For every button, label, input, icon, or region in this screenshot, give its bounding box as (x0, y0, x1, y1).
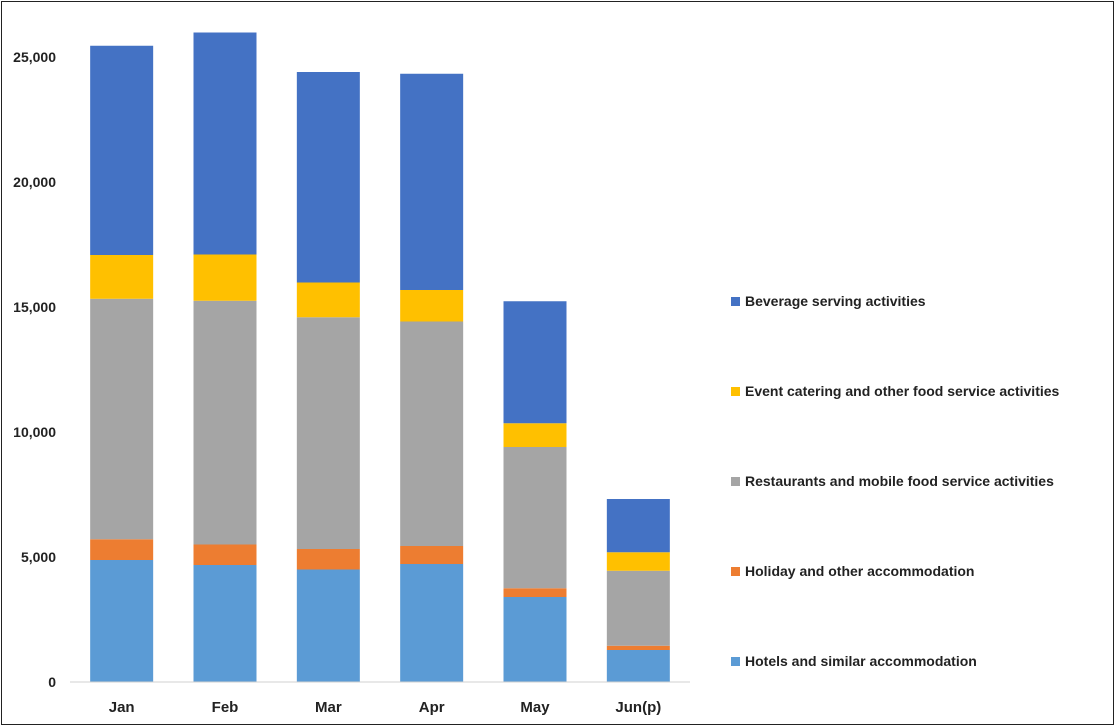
bar-segment (400, 546, 464, 564)
legend-swatch (731, 387, 740, 396)
bar-segment (90, 560, 154, 682)
bar-stack-feb (193, 32, 257, 682)
legend-swatch (731, 477, 740, 486)
bars (90, 32, 670, 682)
x-tick-label: Jun(p) (615, 699, 661, 716)
y-tick-label: 20,000 (13, 174, 56, 190)
y-tick-label: 15,000 (13, 299, 56, 315)
bar-segment (606, 570, 670, 646)
bar-segment (400, 564, 464, 682)
legend-label: Event catering and other food service ac… (745, 383, 1060, 399)
x-tick-label: Apr (419, 699, 445, 716)
y-tick-label: 0 (48, 674, 56, 690)
bar-segment (606, 650, 670, 682)
bar-stack-may (503, 301, 567, 682)
bar-segment (90, 45, 154, 255)
bar-segment (296, 569, 360, 682)
bar-segment (296, 72, 360, 283)
bar-stack-jan (90, 45, 154, 682)
bar-segment (503, 597, 567, 682)
legend-swatch (731, 297, 740, 306)
bar-segment (90, 539, 154, 560)
x-tick-label: Feb (212, 699, 239, 716)
bar-segment (400, 73, 464, 290)
bar-segment (606, 552, 670, 571)
bar-segment (193, 32, 257, 255)
legend-swatch (731, 567, 740, 576)
legend-label: Restaurants and mobile food service acti… (745, 473, 1054, 489)
bar-segment (193, 300, 257, 545)
legend-label: Hotels and similar accommodation (745, 653, 977, 669)
bar-segment (503, 447, 567, 589)
legend-label: Holiday and other accommodation (745, 563, 974, 579)
y-tick-label: 5,000 (21, 549, 56, 565)
legend: Beverage serving activities Event caterin… (731, 293, 1060, 669)
legend-swatch (731, 657, 740, 666)
legend-label: Beverage serving activities (745, 293, 926, 309)
x-tick-label: Mar (315, 699, 342, 716)
y-tick-label: 25,000 (13, 49, 56, 65)
bar-segment (503, 301, 567, 424)
bar-segment (90, 255, 154, 299)
bar-segment (90, 298, 154, 540)
bar-segment (400, 321, 464, 546)
bar-stack-apr (400, 73, 464, 682)
bar-segment (193, 254, 257, 301)
bar-segment (503, 588, 567, 597)
bar-stack-mar (296, 72, 360, 682)
bar-segment (400, 290, 464, 322)
x-tick-label: May (520, 699, 550, 716)
bar-segment (503, 423, 567, 447)
bar-segment (296, 282, 360, 318)
bar-segment (193, 565, 257, 682)
bar-segment (606, 645, 670, 650)
x-tick-label: Jan (109, 699, 135, 716)
bar-segment (296, 317, 360, 549)
x-axis: Jan Feb Mar Apr May Jun(p) (70, 681, 690, 716)
bar-segment (193, 544, 257, 565)
bar-stack-jun-p- (606, 499, 670, 682)
y-axis: 0 5,000 10,000 15,000 20,000 25,000 (13, 49, 56, 690)
bar-segment (296, 549, 360, 570)
y-tick-label: 10,000 (13, 424, 56, 440)
bar-segment (606, 499, 670, 553)
